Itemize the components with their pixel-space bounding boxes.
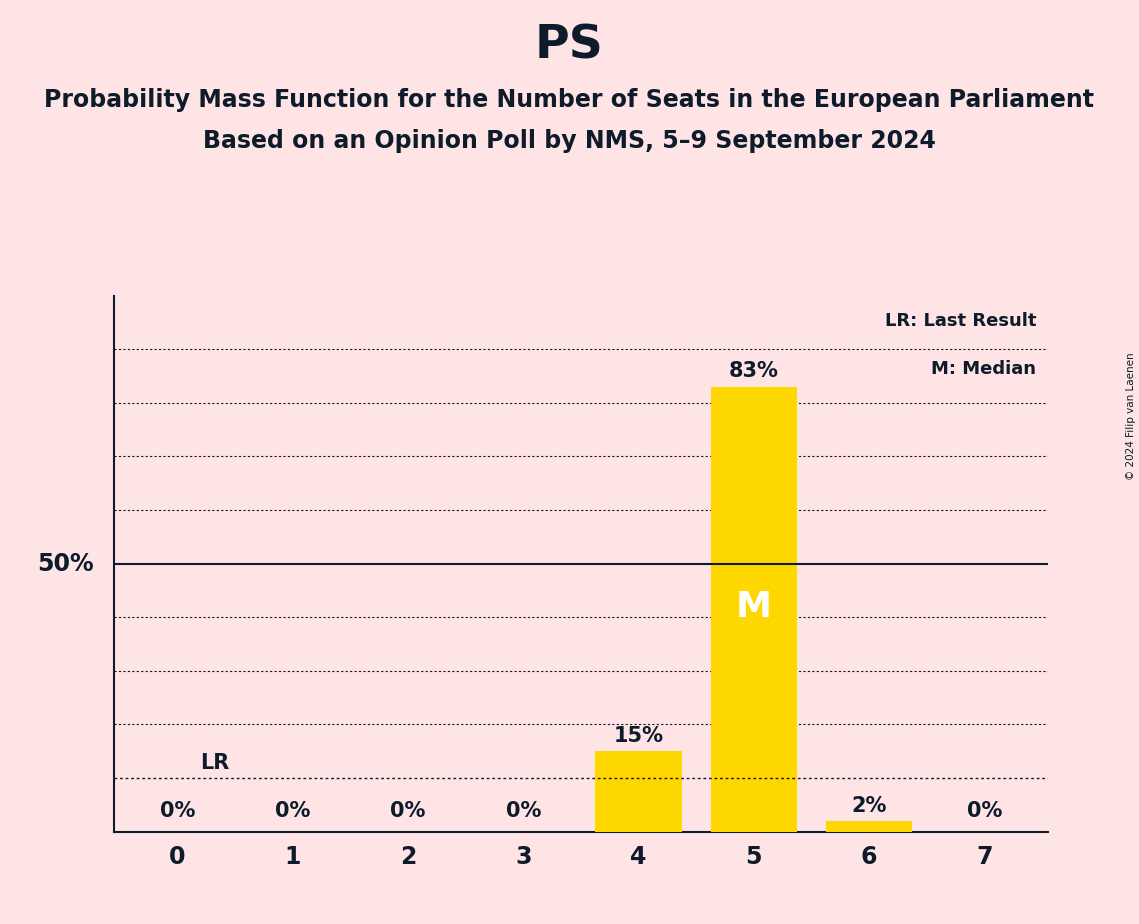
Text: Based on an Opinion Poll by NMS, 5–9 September 2024: Based on an Opinion Poll by NMS, 5–9 Sep… <box>203 129 936 153</box>
Text: M: M <box>736 590 772 624</box>
Text: M: Median: M: Median <box>932 360 1036 378</box>
Text: 0%: 0% <box>274 801 310 821</box>
Text: 50%: 50% <box>38 552 95 576</box>
Bar <box>711 387 797 832</box>
Text: LR: Last Result: LR: Last Result <box>885 311 1036 330</box>
Text: PS: PS <box>535 23 604 68</box>
Bar <box>596 751 682 832</box>
Text: 15%: 15% <box>614 726 664 746</box>
Text: LR: LR <box>200 753 230 772</box>
Text: 0%: 0% <box>967 801 1002 821</box>
Text: © 2024 Filip van Laenen: © 2024 Filip van Laenen <box>1126 352 1136 480</box>
Bar <box>826 821 912 832</box>
Text: 0%: 0% <box>391 801 426 821</box>
Text: 0%: 0% <box>159 801 195 821</box>
Text: 2%: 2% <box>852 796 887 816</box>
Text: 0%: 0% <box>506 801 541 821</box>
Text: Probability Mass Function for the Number of Seats in the European Parliament: Probability Mass Function for the Number… <box>44 88 1095 112</box>
Text: 83%: 83% <box>729 361 779 382</box>
